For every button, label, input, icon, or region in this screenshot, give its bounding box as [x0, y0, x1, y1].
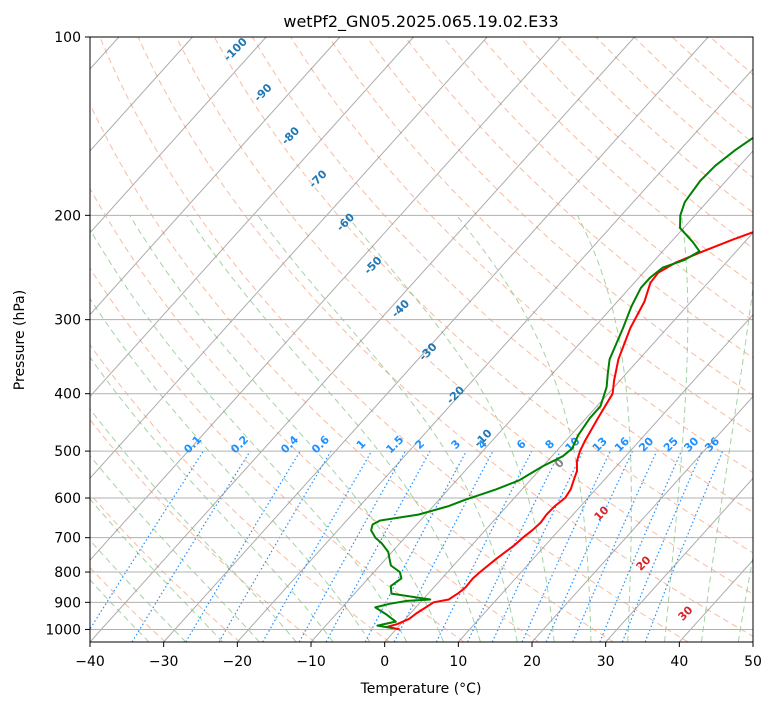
moist-adiabat-line	[700, 283, 753, 642]
moist-adiabat-line	[129, 215, 445, 642]
isobars	[90, 37, 753, 630]
dry-adiabat-line	[175, 37, 753, 595]
moist-adiabat-line	[90, 454, 260, 642]
mixing-ratio-line	[298, 450, 406, 642]
isotherm-line	[90, 37, 635, 642]
x-tick-label: 0	[380, 654, 389, 670]
moist-adiabat-line	[90, 539, 187, 642]
x-axis: −40 −30 −20 −10 0 10 20 30 40 50	[75, 642, 762, 670]
isotherm-line	[90, 37, 562, 561]
moist-adiabat-line	[346, 214, 555, 642]
x-tick-label: 40	[670, 654, 688, 670]
dewpoint-line	[370, 136, 753, 630]
dry-adiabat-line	[90, 418, 316, 642]
dry-adiabat-line	[328, 37, 753, 435]
chart-title: wetPf2_GN05.2025.065.19.02.E33	[283, 12, 558, 32]
mixing-ratio-line	[325, 450, 431, 642]
isotherm-line	[90, 37, 341, 316]
x-tick-label: −20	[223, 654, 253, 670]
plot-frame	[89, 36, 754, 643]
moist-adiabat-line	[90, 498, 223, 642]
x-tick-label: 30	[597, 654, 615, 670]
moist-adiabat-line	[90, 408, 297, 642]
moist-adiabat-line	[576, 215, 632, 642]
mixing-ratio-line	[572, 450, 658, 642]
isotherm-line	[90, 37, 193, 152]
dry-adiabat-line	[213, 37, 753, 554]
y-tick-label: 100	[54, 30, 81, 46]
x-tick-label: −40	[75, 654, 105, 670]
x-tick-label: −30	[149, 654, 179, 670]
dry-adiabat-line	[442, 37, 753, 322]
isotherm-line	[531, 395, 753, 642]
isotherm-line	[457, 313, 753, 642]
profile-series	[370, 136, 753, 631]
dry-adiabat-line	[366, 37, 753, 396]
isotherm-line	[90, 37, 414, 398]
mixing-ratio-line	[644, 450, 724, 642]
dry-adiabat-line	[99, 37, 689, 642]
y-tick-label: 900	[54, 595, 81, 611]
isotherm-line	[236, 68, 753, 642]
isotherm-line	[605, 477, 753, 642]
y-tick-label: 1000	[45, 622, 81, 638]
dry-adiabat-line	[90, 493, 241, 642]
mixing-ratio-line	[599, 450, 682, 642]
plot-area: -100-90-80-70-60-50-40-30-20-100.1 0.2 0.4…	[90, 37, 753, 642]
y-tick-label: 200	[54, 208, 81, 224]
y-axis-label: Pressure (hPa)	[12, 290, 28, 390]
y-tick-label: 500	[54, 444, 81, 460]
y-tick-label: 400	[54, 387, 81, 403]
mixing-ratio-line	[621, 450, 703, 642]
moist-adiabat-line	[90, 579, 150, 642]
dry-adiabat-line	[290, 37, 753, 474]
y-axis: 100 200 300 400 500 600 700 800 900 1000	[45, 30, 90, 638]
x-tick-label: 50	[744, 654, 762, 670]
isotherm-line	[90, 37, 267, 234]
y-tick-label: 600	[54, 491, 81, 507]
mixing-ratio-line	[364, 450, 467, 642]
moist-adiabat-line	[456, 214, 592, 642]
x-tick-label: 20	[523, 654, 541, 670]
dry-adiabat-line	[404, 37, 753, 359]
y-tick-label: 800	[54, 565, 81, 581]
dry-adiabat-line	[90, 103, 614, 642]
mixing-ratio-line	[545, 450, 634, 642]
y-tick-label: 700	[54, 531, 81, 547]
x-axis-label: Temperature (°C)	[360, 681, 482, 697]
isotherm-line	[310, 150, 753, 642]
isotherm-line	[384, 231, 753, 642]
y-tick-label: 300	[54, 313, 81, 329]
mixing-ratio-line	[435, 450, 533, 642]
dry-adiabat-line	[90, 187, 540, 642]
isotherm-line	[90, 37, 488, 480]
x-tick-label: 10	[449, 654, 467, 670]
x-tick-label: −10	[296, 654, 326, 670]
dry-adiabat-line	[251, 37, 753, 513]
isotherms	[90, 37, 753, 642]
isotherm-line	[163, 37, 709, 642]
dry-adiabat-line	[90, 566, 166, 642]
temperature-line	[386, 231, 753, 631]
mixing-ratio-line	[90, 450, 204, 631]
